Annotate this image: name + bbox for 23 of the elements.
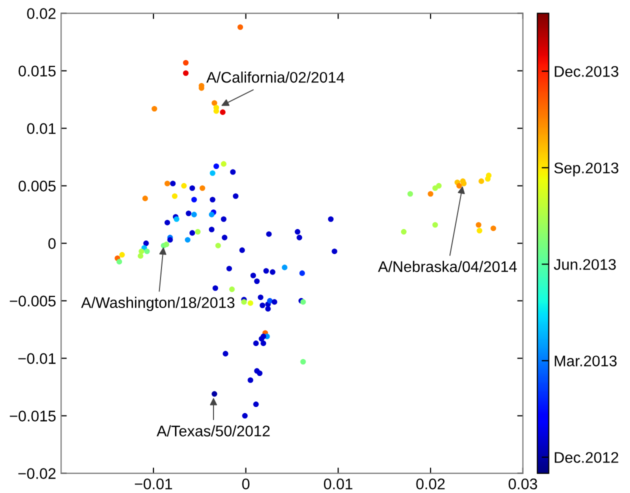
color-bar-label: Sep.2013 <box>554 162 618 176</box>
y-tick-label: −0.015 <box>10 410 56 422</box>
y-tick-label: 0 <box>48 238 56 249</box>
y-tick-label: 0.005 <box>18 180 56 192</box>
x-tick-label: 0.03 <box>508 478 538 490</box>
y-tick-label: −0.005 <box>10 296 56 306</box>
y-tick-label: 0.02 <box>27 8 56 19</box>
annotation: A/Washington/18/2013 <box>81 296 234 312</box>
y-tick-label: 0.015 <box>18 66 56 76</box>
annotation: A/Texas/50/2012 <box>156 425 270 436</box>
color-bar-label: Dec.2012 <box>554 452 618 463</box>
color-bar-label: Mar.2013 <box>554 356 617 366</box>
y-tick-label: −0.01 <box>18 353 56 364</box>
y-tick-label: 0.01 <box>27 123 56 134</box>
annotation: A/Nebraska/04/2014 <box>378 260 517 272</box>
annotation: A/California/02/2014 <box>206 72 344 83</box>
x-tick-label: 0 <box>242 478 250 490</box>
color-bar-label: Jun.2013 <box>554 259 616 270</box>
x-tick-label: −0.01 <box>134 478 172 490</box>
y-tick-label: −0.02 <box>18 468 56 479</box>
x-tick-label: 0.01 <box>324 478 352 490</box>
x-tick-label: 0.02 <box>416 478 445 490</box>
color-bar-label: Dec.2013 <box>554 66 618 77</box>
